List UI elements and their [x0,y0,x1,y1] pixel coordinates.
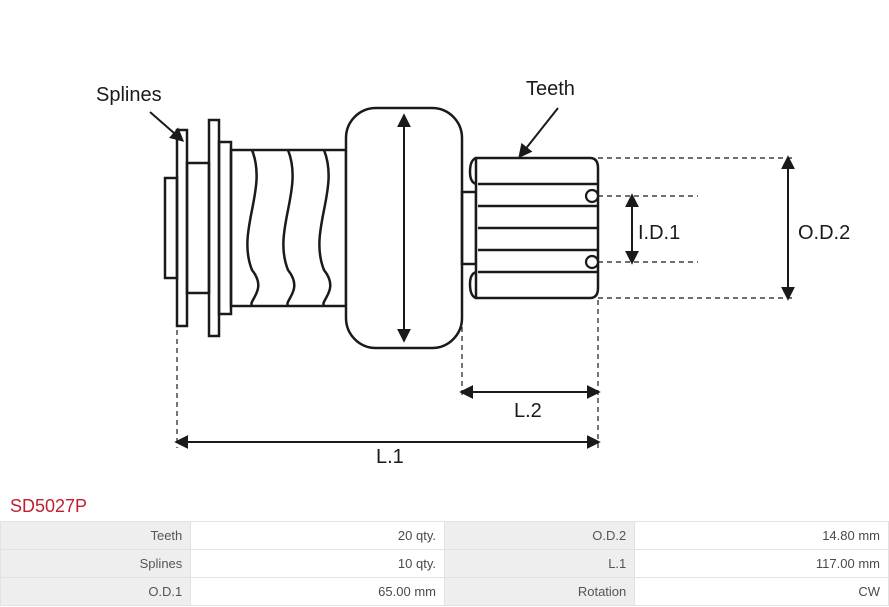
spec-label: Rotation [444,578,634,606]
table-row: Teeth 20 qty. O.D.2 14.80 mm [1,522,889,550]
page-container: Splines Teeth O.D.1 I.D.1 O.D.2 L.1 L.2 [0,0,889,606]
spec-label: L.1 [444,550,634,578]
part-number: SD5027P [0,490,889,521]
table-row: O.D.1 65.00 mm Rotation CW [1,578,889,606]
spec-label: Splines [1,550,191,578]
spec-value: 20 qty. [191,522,445,550]
technical-diagram: Splines Teeth O.D.1 I.D.1 O.D.2 L.1 L.2 [0,0,889,490]
spec-label: O.D.2 [444,522,634,550]
spec-table: Teeth 20 qty. O.D.2 14.80 mm Splines 10 … [0,521,889,606]
spec-value: CW [635,578,889,606]
spec-value: 65.00 mm [191,578,445,606]
spec-value: 14.80 mm [635,522,889,550]
diagram-svg [0,0,889,490]
spec-label: Teeth [1,522,191,550]
spec-value: 117.00 mm [635,550,889,578]
table-row: Splines 10 qty. L.1 117.00 mm [1,550,889,578]
spec-value: 10 qty. [191,550,445,578]
spec-label: O.D.1 [1,578,191,606]
